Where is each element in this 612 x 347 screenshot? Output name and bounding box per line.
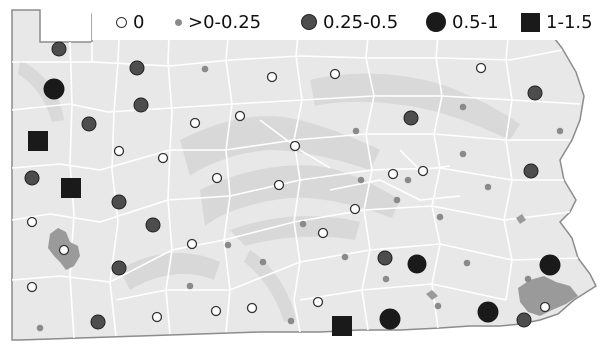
- county-symbol-tiny: [202, 66, 209, 73]
- county-symbol-tiny: [435, 303, 442, 310]
- map-legend: 0 >0-0.25 0.25-0.5 0.5-1 1-1.5: [92, 0, 612, 40]
- county-symbol-tiny: [260, 259, 267, 266]
- county-symbol-medium: [52, 42, 66, 56]
- county-symbol-tiny: [460, 104, 467, 111]
- county-symbol-large: [44, 79, 65, 100]
- legend-label-tiny: >0-0.25: [188, 12, 261, 33]
- county-symbol-zero: [275, 181, 284, 190]
- county-symbol-zero: [291, 142, 300, 151]
- county-symbol-medium: [134, 98, 148, 112]
- county-symbol-medium: [378, 251, 392, 265]
- county-symbol-large: [540, 255, 561, 276]
- county-symbol-tiny: [288, 318, 295, 325]
- county-symbol-zero: [60, 246, 69, 255]
- legend-item-tiny: >0-0.25: [175, 10, 261, 34]
- county-symbol-tiny: [460, 151, 467, 158]
- legend-label-large: 0.5-1: [452, 12, 499, 33]
- county-symbol-tiny: [464, 260, 471, 267]
- county-symbol-zero: [188, 240, 197, 249]
- county-symbol-medium: [528, 86, 542, 100]
- county-symbol-tiny: [437, 214, 444, 221]
- county-symbol-tiny: [383, 276, 390, 283]
- county-symbol-tiny: [37, 325, 44, 332]
- county-symbol-square: [28, 131, 48, 151]
- large-circle-symbol-icon: [426, 12, 446, 32]
- county-symbol-large: [478, 302, 499, 323]
- county-symbol-medium: [82, 117, 96, 131]
- county-symbol-zero: [319, 229, 328, 238]
- county-symbol-medium: [524, 164, 538, 178]
- medium-circle-symbol-icon: [301, 14, 317, 30]
- county-symbol-tiny: [300, 221, 307, 228]
- county-symbol-tiny: [342, 254, 349, 261]
- county-symbol-large: [408, 255, 427, 274]
- legend-item-medium: 0.25-0.5: [301, 10, 398, 34]
- county-symbol-square: [61, 178, 81, 198]
- county-symbol-zero: [389, 170, 398, 179]
- legend-item-large: 0.5-1: [426, 10, 499, 34]
- county-symbol-tiny: [187, 283, 194, 290]
- square-symbol-icon: [521, 13, 540, 32]
- county-symbol-tiny: [525, 276, 532, 283]
- county-symbol-zero: [314, 298, 323, 307]
- county-symbol-medium: [404, 111, 418, 125]
- county-symbol-zero: [541, 303, 550, 312]
- county-symbol-zero: [28, 218, 37, 227]
- county-symbol-zero: [477, 64, 486, 73]
- county-symbol-medium: [517, 313, 531, 327]
- county-symbol-zero: [153, 313, 162, 322]
- county-symbol-medium: [146, 218, 160, 232]
- legend-label-square: 1-1.5: [546, 12, 593, 33]
- legend-label-zero: 0: [133, 12, 144, 33]
- county-symbol-zero: [159, 154, 168, 163]
- county-symbol-tiny: [557, 128, 564, 135]
- county-symbol-zero: [419, 167, 428, 176]
- county-symbol-tiny: [405, 177, 412, 184]
- county-symbol-medium: [112, 195, 126, 209]
- county-symbol-zero: [236, 112, 245, 121]
- county-symbol-tiny: [358, 177, 365, 184]
- county-symbol-zero: [268, 73, 277, 82]
- county-symbol-zero: [191, 119, 200, 128]
- county-symbol-zero: [212, 307, 221, 316]
- legend-item-square: 1-1.5: [521, 10, 593, 34]
- county-symbol-zero: [248, 304, 257, 313]
- county-symbol-tiny: [485, 184, 492, 191]
- county-symbol-medium: [112, 261, 126, 275]
- county-symbol-tiny: [353, 128, 360, 135]
- county-symbol-square: [332, 316, 352, 336]
- county-symbol-zero: [213, 174, 222, 183]
- county-symbol-medium: [25, 171, 39, 185]
- legend-item-zero: 0: [116, 10, 144, 34]
- open-circle-symbol-icon: [116, 17, 127, 28]
- legend-label-medium: 0.25-0.5: [323, 12, 398, 33]
- county-symbol-medium: [130, 61, 144, 75]
- county-symbol-zero: [28, 283, 37, 292]
- county-symbol-zero: [331, 70, 340, 79]
- county-symbol-zero: [115, 147, 124, 156]
- county-symbol-zero: [351, 205, 360, 214]
- small-dot-symbol-icon: [175, 19, 182, 26]
- county-symbol-tiny: [225, 242, 232, 249]
- county-symbol-tiny: [394, 197, 401, 204]
- county-symbol-large: [380, 309, 401, 330]
- county-symbol-medium: [91, 315, 105, 329]
